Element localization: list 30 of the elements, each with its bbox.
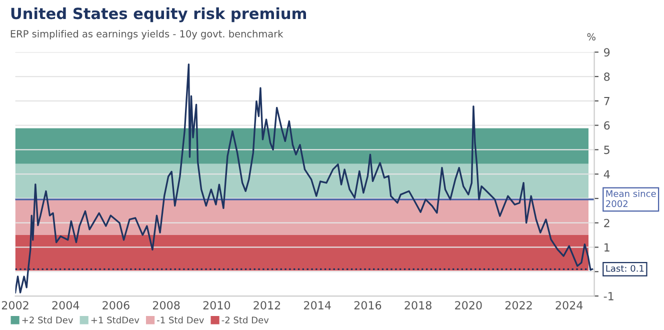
x-tick-label: 2022 [505,301,532,310]
x-tick-label: 2012 [254,301,280,310]
legend-label: +2 Std Dev [22,316,74,324]
ref-line-label: Mean since 2002 [606,190,656,208]
x-tick-label: 2024 [556,301,583,310]
y-tick-label: 9 [604,48,610,57]
chart-title: United States equity risk premium [11,7,306,22]
x-tick-label: 2020 [455,301,482,310]
y-tick-label: 4 [604,170,610,178]
y-tick-label: 8 [604,72,610,81]
x-tick-label: 2016 [354,301,382,310]
legend-label: -2 Std Dev [222,316,269,324]
x-tick-label: 2002 [2,301,28,310]
y-tick-label: 6 [604,121,610,130]
y-axis-title: % [587,33,596,40]
x-tick-label: 2014 [304,301,331,310]
x-tick-label: 2004 [52,301,80,310]
y-tick-label: 5 [604,146,610,154]
legend-label: -1 Std Dev [157,316,204,324]
y-tick-label: -1 [604,292,614,300]
y-tick-label: 7 [604,97,610,106]
x-tick-label: 2010 [203,301,230,310]
legend-label: +1 StdDev [91,316,140,324]
x-tick-label: 2008 [152,301,180,310]
ref-line-label: Last: 0.1 [606,264,644,272]
y-tick-label: 2 [604,218,610,228]
x-tick-label: 2018 [404,301,432,310]
chart-subtitle: ERP simplified as earnings yields - 10y govt. benchmark [10,30,284,40]
y-tick-label: 1 [604,243,610,252]
x-tick-label: 2006 [102,301,130,310]
